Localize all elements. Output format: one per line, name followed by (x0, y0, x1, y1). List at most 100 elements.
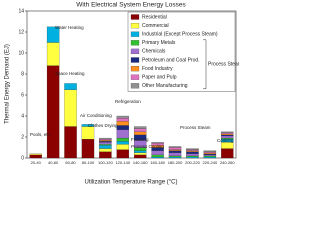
bar-segment (46, 65, 60, 159)
legend-bracket (203, 39, 207, 90)
annotation: Clothes Drying (88, 123, 118, 128)
bar-segment (203, 156, 217, 159)
bar-segment (168, 147, 182, 150)
annotation: Cooking (217, 138, 234, 143)
legend-box (127, 11, 236, 92)
annotation: Freezing (131, 137, 149, 142)
legend-swatch (130, 65, 140, 72)
annotation: Process Steam (180, 125, 211, 130)
x-tick-label: 200-220 (185, 160, 200, 165)
bar-segment (203, 154, 217, 157)
annotation: Process Cooling (131, 144, 164, 149)
bar-segment (134, 126, 147, 129)
bar-segment (186, 151, 199, 154)
legend-swatch (130, 31, 140, 37)
bar-segment (134, 131, 147, 136)
bar-segment (64, 83, 77, 90)
bar-segment (186, 150, 199, 152)
annotation: Refrigeration (115, 99, 141, 104)
bar-segment (99, 145, 112, 149)
x-tick-label: 80-100 (82, 160, 95, 165)
bar-segment (168, 149, 182, 151)
annotation: Air Conditioning (80, 113, 112, 118)
bar-segment (116, 141, 129, 145)
plot-area (26, 10, 237, 159)
bar-segment (134, 128, 147, 132)
bar-segment (116, 129, 129, 139)
bar-segment (203, 155, 217, 158)
bar-segment (134, 154, 147, 159)
x-tick-label: 60-80 (65, 160, 76, 165)
bar-segment (46, 42, 60, 66)
bar-segment (221, 148, 234, 159)
legend-swatch (130, 40, 140, 46)
bar-segment (81, 126, 95, 140)
bar-segment (116, 125, 129, 130)
annotation: Space Heating (55, 71, 85, 76)
x-tick-label: 160-180 (150, 160, 165, 165)
legend-group-label: Process Steam (208, 62, 239, 68)
bar-segment (81, 124, 95, 127)
bar-segment (116, 144, 129, 150)
y-axis-label: Thermal Energy Demand (EJ) (5, 44, 11, 124)
bar-segment (168, 150, 182, 153)
bar-segment (186, 148, 199, 150)
legend-label: Primary Metals (142, 40, 176, 46)
bar-segment (99, 137, 112, 140)
bar-segment (203, 152, 217, 154)
y-tick-label: 10 (18, 50, 24, 56)
bar-segment (29, 154, 42, 159)
y-tick-label: 14 (18, 8, 24, 14)
bar-segment (168, 156, 182, 159)
legend-label: Commercial (142, 23, 169, 29)
x-tick-label: 240-260 (220, 160, 235, 165)
legend-swatch (130, 83, 140, 89)
x-tick-label: 100-120 (98, 160, 113, 165)
bar-segment (203, 151, 217, 153)
bar-segment (221, 134, 234, 137)
bar-segment (116, 137, 129, 142)
bar-segment (186, 153, 199, 157)
bar-segment (134, 150, 147, 153)
bar-segment (116, 115, 129, 119)
bar-segment (221, 133, 234, 136)
bar-segment (116, 149, 129, 159)
x-axis-label: Utilization Temperature Range (°C) (85, 180, 178, 186)
bar-segment (99, 142, 112, 145)
y-tick-label: 6 (21, 92, 24, 98)
legend-label: Residential (142, 14, 167, 20)
x-tick-label: 140-160 (133, 160, 148, 165)
bar-segment (168, 146, 182, 148)
bar-segment (186, 156, 199, 159)
annotation: Pools, etc. (30, 132, 51, 137)
bar-segment (64, 126, 77, 159)
bar-segment (46, 26, 60, 43)
bar-segment (168, 155, 182, 158)
bar-segment (203, 150, 217, 152)
bar-segment (186, 149, 199, 151)
x-tick-label: 20-40 (31, 160, 42, 165)
bar-segment (116, 121, 129, 126)
legend-label: Paper and Pulp (142, 75, 177, 81)
y-tick-label: 0 (21, 155, 24, 161)
x-tick-label: 180-200 (168, 160, 183, 165)
bar-segment (134, 152, 147, 155)
legend-swatch (130, 23, 140, 29)
bar-segment (203, 153, 217, 155)
legend-swatch (130, 48, 140, 55)
bar-segment (151, 150, 164, 155)
x-tick-label: 220-240 (203, 160, 218, 165)
bar-segment (99, 140, 112, 142)
bar-segment (99, 139, 112, 141)
x-tick-label: 40-60 (48, 160, 59, 165)
y-tick-label: 12 (18, 29, 24, 35)
bar-segment (99, 141, 112, 143)
legend-label: Food Industry (142, 66, 173, 72)
y-tick-label: 2 (21, 134, 24, 140)
bar-segment (81, 139, 95, 159)
legend-label: Industrial (Except Process Steam) (142, 32, 218, 38)
bar-segment (168, 152, 182, 157)
bar-segment (29, 153, 42, 155)
bar-segment (99, 144, 112, 146)
bar-segment (99, 151, 112, 159)
